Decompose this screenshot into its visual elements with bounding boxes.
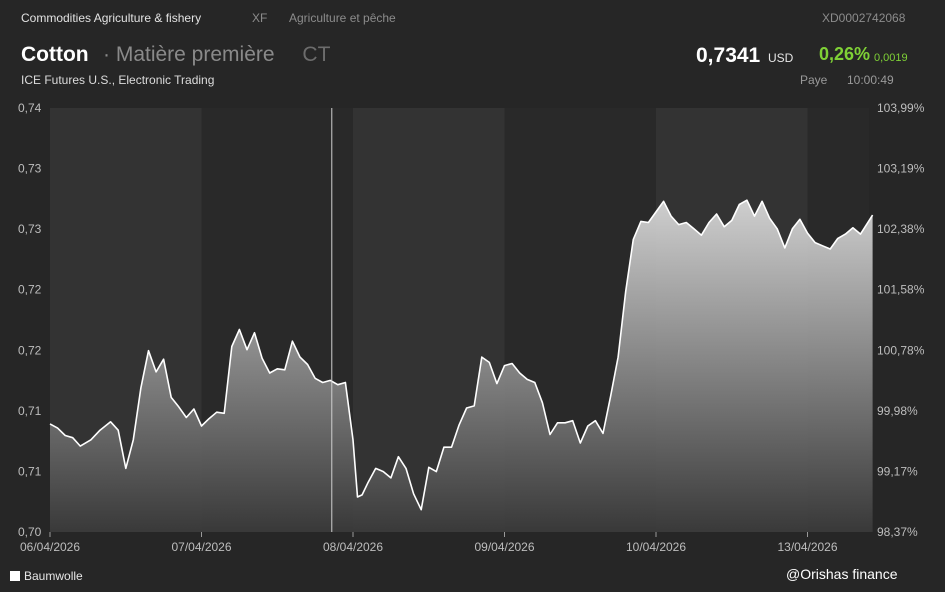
instrument-type: · Matière première CT — [103, 43, 330, 67]
y2-tick-label: 98,37% — [877, 525, 918, 539]
y-tick-label: 0,71 — [18, 404, 42, 418]
y-tick-label: 0,73 — [18, 162, 42, 176]
x-axis: 06/04/2026 07/04/2026 08/04/2026 09/04/2026… — [20, 532, 838, 554]
y-tick-label: 0,72 — [18, 283, 42, 297]
breadcrumb-category[interactable]: Commodities Agriculture & fishery — [21, 11, 202, 25]
y-tick-label: 0,71 — [18, 464, 42, 478]
credit-text: @Orishas finance — [786, 566, 898, 582]
y2-tick-label: 103,99% — [877, 101, 925, 115]
last-price: 0,7341 — [696, 44, 761, 67]
last-update-time: 10:00:49 — [847, 73, 894, 87]
y-tick-label: 0,74 — [18, 101, 42, 115]
x-tick-label: 10/04/2026 — [626, 540, 686, 554]
x-tick-label: 09/04/2026 — [474, 540, 534, 554]
y-tick-label: 0,73 — [18, 222, 42, 236]
instrument-name: Cotton — [21, 43, 89, 66]
series-line — [49, 199, 874, 511]
market-name: ICE Futures U.S., Electronic Trading — [21, 73, 215, 87]
top-bar: Commodities Agriculture & fishery XF Agr… — [0, 0, 945, 34]
series-area — [50, 200, 873, 532]
legend-series-name: Baumwolle — [24, 569, 83, 583]
instrument-type-label: · Matière première — [103, 43, 275, 66]
x-tick-label: 07/04/2026 — [171, 540, 231, 554]
trade-status: Paye — [800, 73, 828, 87]
y2-tick-label: 102,38% — [877, 222, 925, 236]
y2-tick-label: 103,19% — [877, 162, 925, 176]
y-tick-label: 0,72 — [18, 343, 42, 357]
y2-tick-label: 99,98% — [877, 404, 918, 418]
x-tick-label: 08/04/2026 — [323, 540, 383, 554]
x-tick-label: 13/04/2026 — [777, 540, 837, 554]
y2-tick-label: 99,17% — [877, 464, 918, 478]
x-tick-label: 06/04/2026 — [20, 540, 80, 554]
y-tick-label: 0,70 — [18, 525, 42, 539]
chart-area-layer — [49, 199, 874, 532]
y2-tick-label: 101,58% — [877, 283, 925, 297]
change-percent: 0,26% — [819, 44, 871, 64]
breadcrumb-sector[interactable]: Agriculture et pêche — [289, 11, 396, 25]
isin-code: XD0002742068 — [822, 11, 906, 25]
currency: USD — [768, 51, 794, 65]
legend-swatch — [10, 571, 20, 581]
y-axis-right: 103,99% 103,19% 102,38% 101,58% 100,78% 99,98… — [877, 101, 925, 539]
legend[interactable]: Baumwolle — [10, 569, 83, 583]
y2-tick-label: 100,78% — [877, 343, 925, 357]
y-axis-left: 0,74 0,73 0,73 0,72 0,72 0,71 0,71 0,70 — [18, 101, 42, 539]
breadcrumb-exchange[interactable]: XF — [252, 11, 268, 25]
instrument-symbol: CT — [302, 43, 331, 66]
change-absolute: 0,0019 — [874, 52, 908, 64]
